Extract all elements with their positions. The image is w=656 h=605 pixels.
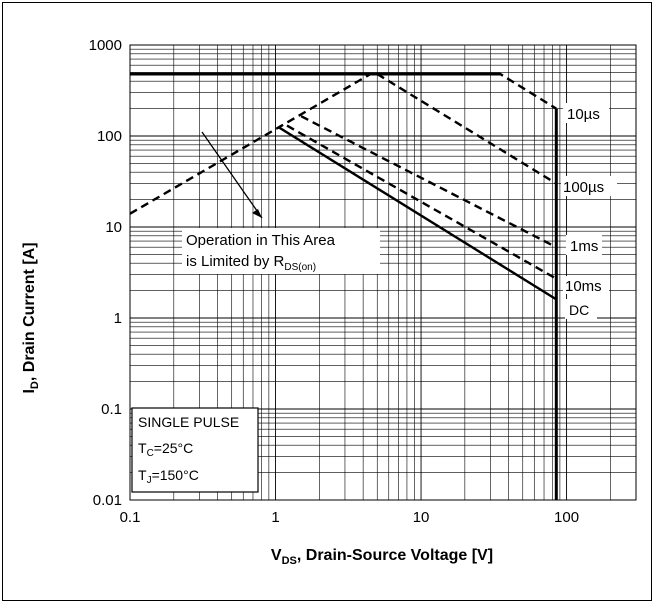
rds-annotation-line2: is Limited by RDS(on): [186, 253, 316, 273]
plot-area-border: [129, 44, 637, 501]
x-tick-label: 1: [271, 509, 279, 526]
series-label-10ms: 10ms: [565, 278, 602, 295]
series-label-10us: 10µs: [567, 106, 600, 123]
series-line-dc: [277, 126, 557, 301]
x-tick-label: 100: [554, 509, 579, 526]
label-bg-10us: [563, 103, 609, 123]
x-tick-label: 10: [413, 509, 430, 526]
y-tick-label: 0.01: [93, 492, 122, 509]
label-bg-dc: [565, 299, 597, 319]
rds-annotation: Operation in This Area is Limited by RDS…: [182, 131, 380, 274]
label-bg-100us: [561, 176, 617, 196]
pulse-box-tc: TC=25°C: [138, 440, 193, 459]
pulse-box-title: SINGLE PULSE: [138, 414, 239, 430]
series-label-dc: DC: [569, 302, 589, 318]
series-label-100us: 100µs: [563, 179, 604, 196]
series-line-1ms: [300, 115, 557, 249]
pulse-conditions-box: SINGLE PULSE TC=25°C TJ=150°C: [131, 407, 259, 493]
x-axis-label: VDS, Drain-Source Voltage [V]: [271, 547, 493, 567]
label-bg-1ms: [566, 235, 602, 255]
series-label-1ms: 1ms: [570, 238, 598, 255]
y-tick-label: 100: [97, 128, 122, 145]
x-tick-label: 0.1: [120, 509, 141, 526]
rds-arrow-line: [201, 131, 263, 219]
rds-arrow-head: [252, 209, 262, 218]
series-line-100us: [376, 72, 557, 185]
series-labels: 10µs 100µs 1ms 10ms DC: [561, 103, 617, 319]
pulse-box-tj: TJ=150°C: [138, 467, 199, 486]
label-bg-10ms: [563, 276, 609, 294]
series-line-10us: [129, 72, 557, 215]
rds-annotation-line1: Operation in This Area: [186, 232, 336, 249]
y-tick-label: 10: [105, 219, 122, 236]
y-tick-label: 1000: [89, 37, 122, 54]
y-tick-label: 0.1: [101, 401, 122, 418]
y-axis-label: ID, Drain Current [A]: [21, 242, 41, 393]
series-group: [129, 72, 558, 500]
y-tick-label: 1: [114, 310, 122, 327]
rds-annotation-bg: [182, 228, 380, 274]
pulse-box-border: [131, 407, 259, 493]
